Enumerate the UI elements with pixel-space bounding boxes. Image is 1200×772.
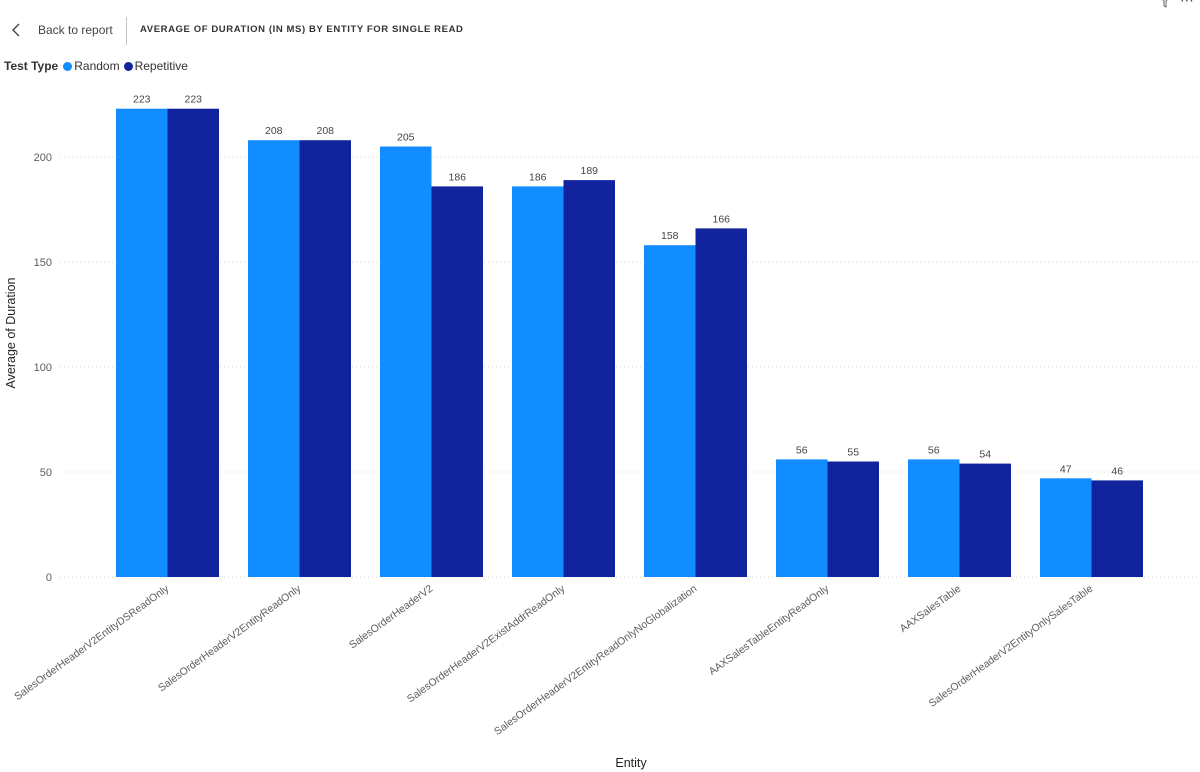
bar-random-7 <box>1040 478 1092 577</box>
data-label-repetitive-1: 208 <box>316 125 334 137</box>
y-axis-title: Average of Duration <box>4 277 18 388</box>
bar-repetitive-7 <box>1091 480 1143 577</box>
more-options-icon[interactable]: ⋯ <box>1180 0 1195 8</box>
y-tick-label-150: 150 <box>34 257 52 269</box>
x-tick-label-3: SalesOrderHeaderV2ExistAddrReadOnly <box>405 582 568 705</box>
bar-random-6 <box>908 459 960 577</box>
bar-repetitive-4 <box>695 228 747 577</box>
x-tick-label-7: SalesOrderHeaderV2EntityOnlySalesTable <box>927 583 1096 710</box>
legend-item-random[interactable]: Random <box>63 59 120 73</box>
data-label-random-1: 208 <box>265 125 283 137</box>
data-label-repetitive-6: 54 <box>979 449 991 461</box>
bar-repetitive-1 <box>299 140 351 577</box>
legend: Test Type Random Repetitive <box>4 58 192 74</box>
bar-random-4 <box>644 245 696 577</box>
legend-dot-random <box>63 61 73 71</box>
data-label-repetitive-3: 189 <box>580 165 598 177</box>
x-tick-label-6: AAXSalesTable <box>898 583 964 635</box>
legend-item-repetitive[interactable]: Repetitive <box>123 59 188 73</box>
data-label-repetitive-2: 186 <box>448 171 466 183</box>
data-label-repetitive-0: 223 <box>184 94 202 106</box>
chevron-left-icon <box>12 23 20 37</box>
data-label-repetitive-4: 166 <box>712 213 730 225</box>
data-label-random-2: 205 <box>397 132 415 144</box>
x-tick-label-4: SalesOrderHeaderV2EntityReadOnlyNoGlobal… <box>492 583 699 738</box>
legend-label-random: Random <box>74 59 120 73</box>
legend-dot-repetitive <box>123 61 133 71</box>
x-tick-label-1: SalesOrderHeaderV2EntityReadOnly <box>156 582 304 694</box>
data-label-repetitive-7: 46 <box>1111 465 1123 477</box>
bar-random-2 <box>380 146 432 577</box>
bar-repetitive-6 <box>959 463 1011 577</box>
bar-repetitive-3 <box>563 180 615 577</box>
data-label-random-5: 56 <box>796 444 808 456</box>
filter-icon[interactable] <box>1158 0 1172 8</box>
back-to-report-label: Back to report <box>38 23 113 37</box>
back-to-report-button[interactable]: Back to report <box>10 18 113 42</box>
x-tick-label-2: SalesOrderHeaderV2 <box>347 583 435 652</box>
y-tick-label-50: 50 <box>40 467 52 479</box>
y-tick-label-100: 100 <box>34 362 52 374</box>
x-tick-label-0: SalesOrderHeaderV2EntityDSReadOnly <box>12 582 172 703</box>
bar-repetitive-2 <box>431 186 483 577</box>
bar-random-5 <box>776 459 828 577</box>
data-label-random-6: 56 <box>928 444 940 456</box>
bar-random-0 <box>116 108 168 577</box>
bar-random-3 <box>512 186 564 577</box>
x-axis-title: Entity <box>615 756 647 770</box>
data-label-random-7: 47 <box>1060 463 1072 475</box>
chart-title: AVERAGE OF DURATION (IN MS) BY ENTITY FO… <box>140 24 464 35</box>
header-divider <box>126 17 127 45</box>
bar-repetitive-5 <box>827 461 879 577</box>
data-label-random-0: 223 <box>133 94 151 106</box>
data-label-random-3: 186 <box>529 171 547 183</box>
y-tick-label-0: 0 <box>46 572 52 584</box>
x-tick-label-5: AAXSalesTableEntityReadOnly <box>707 582 832 678</box>
legend-label-repetitive: Repetitive <box>134 59 188 73</box>
bar-random-1 <box>248 140 300 577</box>
data-label-repetitive-5: 55 <box>847 447 859 459</box>
data-label-random-4: 158 <box>661 230 679 242</box>
top-bar: Back to report AVERAGE OF DURATION (IN M… <box>0 0 1200 60</box>
legend-title: Test Type <box>4 59 59 73</box>
bar-repetitive-0 <box>167 108 219 577</box>
y-tick-label-200: 200 <box>34 152 52 164</box>
